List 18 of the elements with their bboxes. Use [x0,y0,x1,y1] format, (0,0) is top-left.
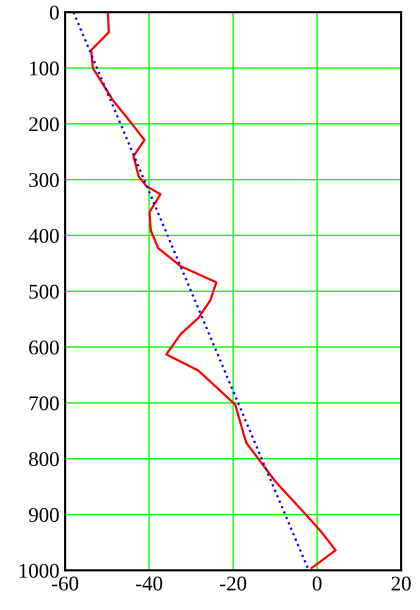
line-series [90,12,337,570]
y-tick-label: 400 [28,228,59,243]
y-tick-label: 600 [29,340,59,355]
line-series [72,12,310,570]
y-tick-label: 700 [30,396,59,410]
y-tick-label: 900 [28,508,59,522]
y-tick-label: 300 [29,173,59,188]
y-tick-label: 500 [30,284,59,299]
x-tick-label: -40 [136,576,162,591]
y-tick-label: 1000 [20,564,59,578]
x-tick-label: 0 [312,576,322,591]
y-tick-label: 0 [50,6,59,20]
x-tick-label: -20 [220,576,246,591]
x-tick-label: 20 [392,576,411,591]
y-tick-label: 200 [29,117,59,132]
y-tick-label: 800 [29,452,59,466]
y-tick-label: 100 [30,61,59,76]
x-tick-label: -60 [52,576,78,591]
